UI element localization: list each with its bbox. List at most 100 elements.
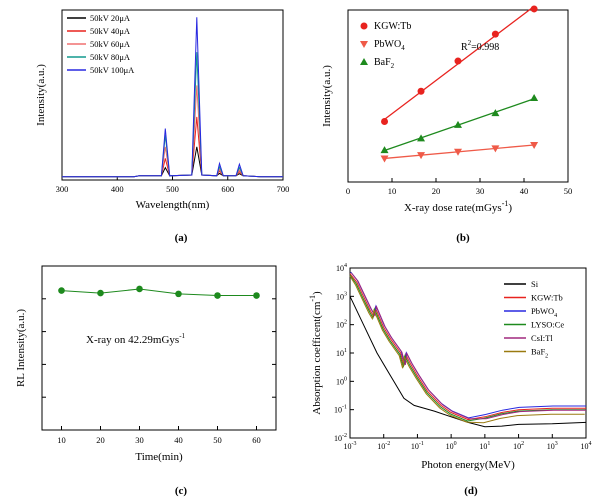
series-line <box>349 296 587 428</box>
data-point <box>454 148 462 156</box>
data-point <box>380 146 389 154</box>
x-tick-label: 400 <box>111 184 124 194</box>
x-tick-label: 101 <box>479 441 490 451</box>
series-line <box>62 146 283 178</box>
legend-label: LYSO:Ce <box>531 320 564 330</box>
series-line <box>61 288 257 296</box>
x-tick-label: 10 <box>57 435 66 445</box>
y-axis-title: Intensity(a.u.) <box>321 65 333 127</box>
legend-label: 50kV 40μA <box>90 26 131 36</box>
x-tick-label: 60 <box>252 435 261 445</box>
y-tick-label: 10-2 <box>334 433 347 443</box>
data-point <box>136 285 143 293</box>
x-tick-label: 40 <box>174 435 183 445</box>
data-point <box>380 155 389 163</box>
y-axis-title: Intensity(a.u.) <box>35 64 47 126</box>
panel-a-chart: 300 400 500 600 700 Wavelength(nm) Intensity(a… <box>35 9 290 211</box>
y-tick-label: 102 <box>336 320 347 330</box>
data-point <box>530 94 539 101</box>
y-tick-label: 100 <box>336 376 347 386</box>
data-point <box>253 292 260 299</box>
legend-label: PbWO4 <box>374 39 405 52</box>
legend-label: 50kV 20μA <box>90 13 131 23</box>
panel-caption-a: (a) <box>175 232 188 244</box>
series-line <box>349 274 586 422</box>
annotation-xray: X-ray on 42.29mGys-1 <box>86 332 186 346</box>
x-tick-label: 30 <box>135 435 144 445</box>
x-tick-label: 20 <box>96 435 105 445</box>
x-tick-label: 10 <box>388 186 397 196</box>
x-tick-label: 103 <box>547 441 558 451</box>
annotation-r2: R2=0.998 <box>461 39 499 53</box>
panel-b-chart: 0 10 20 30 40 50 X-ray dose rate(mGys-1) Intens… <box>321 5 572 214</box>
x-tick-label: 40 <box>520 186 529 196</box>
data-point <box>417 87 425 95</box>
panel-c-chart: 10 20 30 40 50 60 Time(min) RL Intensity(a.u.) X… <box>15 265 277 463</box>
series-line <box>349 275 585 424</box>
panel-caption-d: (d) <box>464 485 478 497</box>
y-tick-label: 10-1 <box>334 405 347 415</box>
y-tick-label: 104 <box>336 263 347 273</box>
series-line <box>62 17 283 178</box>
legend-label: BaF2 <box>531 347 548 360</box>
series-line <box>62 116 283 178</box>
data-point <box>360 41 368 48</box>
x-axis-title: X-ray dose rate(mGys-1) <box>404 199 512 214</box>
x-tick-label: 20 <box>432 186 441 196</box>
data-point <box>417 134 426 142</box>
x-tick-label: 300 <box>56 184 69 194</box>
y-axis-title: Absorption coefficent(cm-1) <box>308 291 323 415</box>
x-tick-label: 50 <box>564 186 573 196</box>
data-point <box>491 145 500 153</box>
x-tick-label: 30 <box>476 186 485 196</box>
panel-caption-c: (c) <box>175 485 188 497</box>
data-point <box>97 289 104 297</box>
x-tick-label: 700 <box>277 184 290 194</box>
data-point <box>360 58 368 65</box>
x-tick-label: 104 <box>581 441 592 451</box>
x-tick-label: 0 <box>346 186 350 196</box>
plot-frame <box>41 265 277 431</box>
data-point <box>454 120 462 128</box>
plot-frame <box>347 9 569 183</box>
data-point <box>491 30 499 38</box>
x-tick-label: 10-2 <box>377 441 390 451</box>
x-tick-label: 500 <box>166 184 179 194</box>
x-axis-title: Wavelength(nm) <box>136 199 210 211</box>
data-point <box>530 142 539 150</box>
legend-label: KGW:Tb <box>374 21 411 32</box>
series-line <box>62 85 283 178</box>
x-tick-label: 10-1 <box>411 441 424 451</box>
data-point <box>530 5 538 13</box>
legend-label: BaF2 <box>374 57 395 70</box>
series-line <box>349 273 586 421</box>
legend-label: 50kV 100μA <box>90 65 135 75</box>
x-tick-label: 50 <box>213 435 222 445</box>
legend-label: 50kV 80μA <box>90 52 131 62</box>
data-point <box>491 109 500 117</box>
legend-label: PbWO4 <box>531 306 557 319</box>
data-point <box>417 152 426 160</box>
x-tick-label: 600 <box>221 184 234 194</box>
data-point <box>360 22 368 30</box>
panel-caption-b: (b) <box>456 232 470 244</box>
data-point <box>454 57 462 65</box>
x-axis-title: Photon energy(MeV) <box>421 459 515 471</box>
x-tick-label: 10-3 <box>344 441 357 451</box>
legend-label: KGW:Tb <box>531 293 563 303</box>
data-point <box>214 292 221 299</box>
x-tick-label: 102 <box>513 441 524 451</box>
x-tick-label: 100 <box>446 441 457 451</box>
x-axis-title: Time(min) <box>135 451 183 463</box>
legend-label: CsI:Tl <box>531 333 553 343</box>
legend-label: 50kV 60μA <box>90 39 131 49</box>
legend-label: Si <box>531 279 539 289</box>
data-point <box>58 287 65 294</box>
y-tick-label: 101 <box>336 348 347 358</box>
y-axis-title: RL Intensity(a.u.) <box>15 309 27 387</box>
y-tick-label: 103 <box>336 291 347 301</box>
data-point <box>381 118 389 126</box>
panel-d-chart: 10-3 10-2 10-1 100 101 102 103 10410-210-110010… <box>308 263 592 471</box>
data-point <box>175 290 182 298</box>
